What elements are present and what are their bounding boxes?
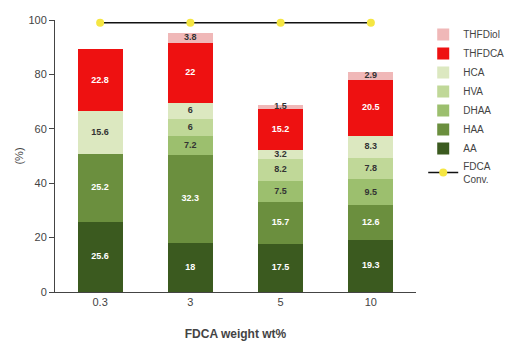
svg-text:FDCA weight wt%: FDCA weight wt% bbox=[185, 327, 287, 341]
svg-text:6: 6 bbox=[188, 105, 193, 115]
svg-text:FDCAConv.: FDCAConv. bbox=[463, 161, 491, 185]
svg-text:60: 60 bbox=[35, 123, 47, 135]
svg-text:8.2: 8.2 bbox=[274, 164, 287, 174]
svg-text:9.5: 9.5 bbox=[365, 187, 378, 197]
svg-text:3.2: 3.2 bbox=[274, 149, 287, 159]
svg-text:22.8: 22.8 bbox=[91, 75, 109, 85]
svg-text:12.6: 12.6 bbox=[362, 217, 380, 227]
svg-text:7.5: 7.5 bbox=[274, 186, 287, 196]
svg-text:8.3: 8.3 bbox=[365, 141, 378, 151]
svg-text:25.6: 25.6 bbox=[91, 251, 109, 261]
svg-text:THFDiol: THFDiol bbox=[463, 29, 500, 40]
svg-text:3: 3 bbox=[187, 296, 193, 308]
svg-text:25.2: 25.2 bbox=[91, 182, 109, 192]
svg-text:HCA: HCA bbox=[463, 67, 484, 78]
svg-text:7.2: 7.2 bbox=[184, 140, 197, 150]
svg-text:20: 20 bbox=[35, 231, 47, 243]
svg-text:HAA: HAA bbox=[463, 124, 484, 135]
svg-text:AA: AA bbox=[463, 143, 477, 154]
svg-text:15.2: 15.2 bbox=[272, 124, 290, 134]
svg-text:15.6: 15.6 bbox=[91, 127, 109, 137]
svg-text:7.8: 7.8 bbox=[365, 163, 378, 173]
svg-text:3.8: 3.8 bbox=[184, 32, 197, 42]
svg-text:HVA: HVA bbox=[463, 86, 483, 97]
svg-text:DHAA: DHAA bbox=[463, 105, 491, 116]
svg-text:15.7: 15.7 bbox=[272, 217, 290, 227]
svg-text:6: 6 bbox=[188, 122, 193, 132]
svg-text:80: 80 bbox=[35, 68, 47, 80]
svg-text:THFDCA: THFDCA bbox=[463, 48, 504, 59]
svg-text:100: 100 bbox=[28, 14, 46, 26]
svg-text:1.5: 1.5 bbox=[274, 101, 287, 111]
svg-text:10: 10 bbox=[365, 296, 377, 308]
svg-text:20.5: 20.5 bbox=[362, 102, 380, 112]
svg-text:17.5: 17.5 bbox=[272, 262, 290, 272]
svg-text:19.3: 19.3 bbox=[362, 260, 380, 270]
svg-text:2.9: 2.9 bbox=[365, 70, 378, 80]
svg-text:5: 5 bbox=[278, 296, 284, 308]
svg-text:0: 0 bbox=[41, 286, 47, 298]
svg-text:18: 18 bbox=[185, 262, 195, 272]
svg-text:22: 22 bbox=[185, 67, 195, 77]
svg-text:(%): (%) bbox=[13, 147, 25, 164]
svg-text:40: 40 bbox=[35, 177, 47, 189]
svg-text:32.3: 32.3 bbox=[182, 193, 200, 203]
svg-text:0.3: 0.3 bbox=[92, 296, 107, 308]
